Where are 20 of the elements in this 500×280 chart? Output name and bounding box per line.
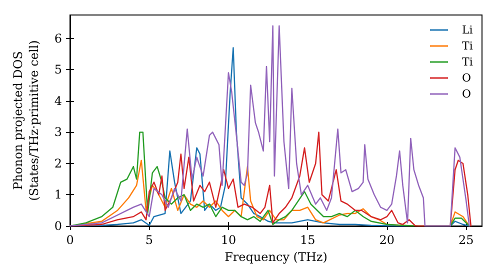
y-tick-label: 4 — [54, 94, 62, 108]
legend-label: O — [462, 88, 472, 100]
legend-label: Ti — [462, 56, 474, 68]
y-tick-label: 1 — [54, 188, 62, 202]
x-tick-label: 0 — [66, 233, 74, 247]
y-tick-label: 3 — [54, 125, 62, 140]
x-tick-label: 25 — [458, 233, 474, 247]
x-tick-label: 15 — [300, 233, 316, 247]
legend-label: Ti — [462, 40, 474, 52]
y-tick-label: 0 — [54, 219, 62, 233]
x-tick-label: 20 — [379, 233, 395, 247]
legend-label: O — [462, 72, 472, 84]
x-tick-label: 10 — [220, 233, 236, 247]
x-axis-title: Frequency (THz) — [224, 250, 328, 264]
y-tick-label: 5 — [54, 62, 62, 77]
y-tick-label: 2 — [54, 156, 62, 170]
y-tick-label: 6 — [54, 31, 62, 46]
x-tick-label: 5 — [145, 233, 154, 247]
y-axis-title: Phonon projected DOS (States/THz·primitive cell) — [11, 40, 41, 201]
legend-label: Li — [462, 24, 474, 36]
